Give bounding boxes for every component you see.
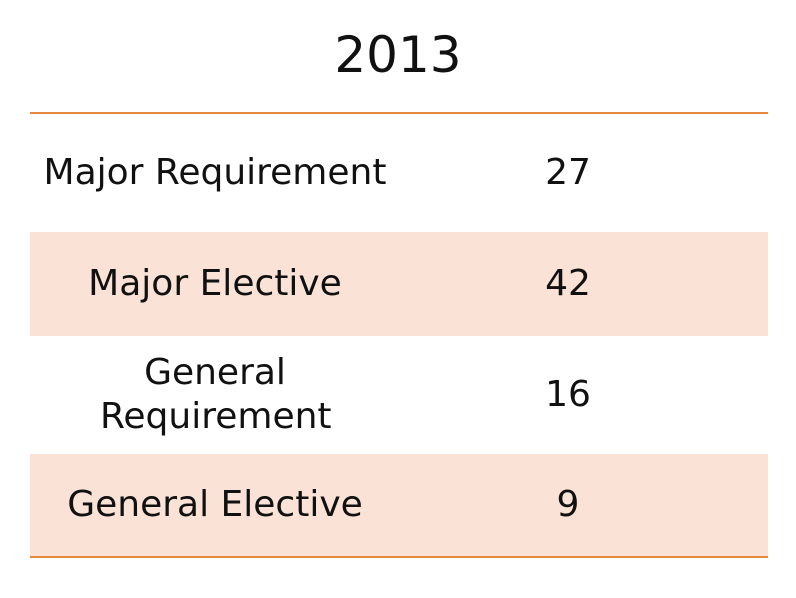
data-table: Major Requirement 27 Major Elective 42 G… (30, 114, 768, 556)
bottom-rule (30, 556, 768, 558)
top-rule (30, 112, 768, 114)
row-label: General Requirement (100, 352, 332, 437)
row-value: 42 (545, 263, 591, 304)
table-title: 2013 (334, 26, 462, 84)
row-label: Major Requirement (43, 152, 387, 193)
table-row: Major Elective 42 (30, 232, 768, 336)
row-value: 27 (545, 152, 591, 193)
row-label: General Elective (67, 484, 363, 525)
table-row: General Elective 9 (30, 454, 768, 556)
table-row: Major Requirement 27 (30, 114, 768, 232)
row-label: Major Elective (88, 263, 342, 304)
table-row: General Requirement 16 (30, 336, 768, 454)
row-value: 16 (545, 374, 591, 415)
row-value: 9 (556, 484, 580, 525)
